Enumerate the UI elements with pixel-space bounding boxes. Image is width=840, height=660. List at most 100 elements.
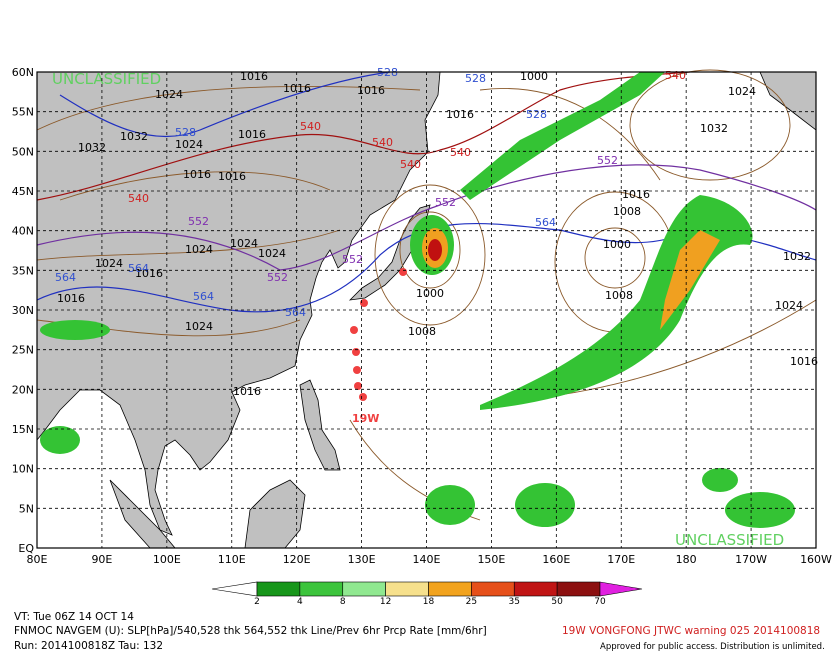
contour-label: 1008 <box>605 289 633 302</box>
thickness-label: 540 <box>128 192 149 205</box>
contour-label: 1000 <box>603 238 631 251</box>
colorbar-segment <box>256 581 301 597</box>
precip-area <box>40 426 80 454</box>
colorbar-segment <box>428 581 472 597</box>
contour <box>584 227 646 289</box>
colorbar-label: 18 <box>423 597 435 607</box>
colorbar-label: 50 <box>551 597 563 607</box>
contour-label: 1016 <box>622 188 650 201</box>
contour-label: 1024 <box>185 320 213 333</box>
thickness-line <box>36 164 817 271</box>
lon-label: 170W <box>735 553 767 566</box>
contour-label: 1016 <box>183 168 211 181</box>
lon-label: 110E <box>218 553 246 566</box>
lat-label: 20N <box>12 383 34 396</box>
lat-label: 30N <box>12 304 34 317</box>
colorbar-label: 2 <box>254 597 260 607</box>
valid-time: VT: Tue 06Z 14 OCT 14 <box>14 611 134 623</box>
contour-label: 1016 <box>233 385 261 398</box>
track-point <box>399 268 407 276</box>
contour <box>59 171 331 201</box>
thickness-label: 528 <box>526 108 547 121</box>
precip-area <box>40 320 110 340</box>
contour-label: 1008 <box>613 205 641 218</box>
contour-label: 1024 <box>728 85 756 98</box>
contour-label: 1016 <box>357 84 385 97</box>
classification-top: UNCLASSIFIED <box>52 70 161 88</box>
thickness-label: 552 <box>342 253 363 266</box>
track-point <box>352 348 360 356</box>
lon-label: 180 <box>676 553 697 566</box>
contour-label: 1016 <box>57 292 85 305</box>
contour-label: 1008 <box>408 325 436 338</box>
lon-label: 160W <box>800 553 832 566</box>
thickness-label: 552 <box>188 215 209 228</box>
thickness-label: 564 <box>55 271 76 284</box>
lat-label: 5N <box>19 502 34 515</box>
lat-label: 55N <box>12 106 34 119</box>
thickness-label: 540 <box>450 146 471 159</box>
colorbar-segment <box>385 581 429 597</box>
colorbar-label: 12 <box>380 597 391 607</box>
contour <box>374 184 486 326</box>
lon-label: 80E <box>27 553 48 566</box>
colorbar-segment <box>513 581 558 597</box>
contour-label: 1016 <box>238 128 266 141</box>
contour-label: 1000 <box>520 70 548 83</box>
colorbar-label: 35 <box>509 597 520 607</box>
release-note: Approved for public access. Distribution… <box>600 642 825 652</box>
graticule <box>37 72 816 548</box>
contour-label: 1024 <box>185 243 213 256</box>
contour-label: 1024 <box>258 247 286 260</box>
axis-labels: 60N 55N 50N 45N 40N 35N 30N 25N 20N 15N 10N 5N EQ80E… <box>12 66 832 566</box>
contour-label: 1032 <box>700 122 728 135</box>
contour-label: 1000 <box>416 287 444 300</box>
contour-labels: 1016 1024 1016 1016 1032 1024 1032 1016 … <box>57 70 818 398</box>
track-point <box>354 382 362 390</box>
lat-label: 50N <box>12 145 34 158</box>
precip-area <box>515 483 575 527</box>
thickness-label: 552 <box>267 271 288 284</box>
lon-label: 160E <box>542 553 570 566</box>
precip-area <box>660 230 720 330</box>
classification-bottom: UNCLASSIFIED <box>675 531 784 549</box>
thickness-label: 564 <box>285 306 306 319</box>
colorbar-label: 25 <box>466 597 477 607</box>
contour-label: 1032 <box>120 130 148 143</box>
colorbar-label: 4 <box>297 597 303 607</box>
lat-label: EQ <box>18 542 34 555</box>
lat-label: 35N <box>12 264 34 277</box>
contour-label: 1016 <box>240 70 268 83</box>
thickness-label: 564 <box>535 216 556 229</box>
contour <box>36 229 341 261</box>
lon-label: 90E <box>91 553 112 566</box>
colorbar-high-end <box>599 581 643 597</box>
thickness-label: 552 <box>597 154 618 167</box>
thickness-label: 564 <box>128 262 149 275</box>
colorbar-segment <box>342 581 386 597</box>
thickness-label: 540 <box>300 120 321 133</box>
thickness-label: 564 <box>193 290 214 303</box>
land-japan <box>348 204 431 301</box>
contour <box>36 85 421 131</box>
lat-label: 15N <box>12 423 34 436</box>
precip-area <box>702 468 738 492</box>
lat-label: 25N <box>12 344 34 357</box>
colorbar-segments: 2 4 8 12 18 25 35 50 70 <box>254 581 606 607</box>
contour-label: 1024 <box>95 257 123 270</box>
lat-label: 40N <box>12 225 34 238</box>
thickness-labels: 528 528 528 528 540 540 540 540 540 540 … <box>55 66 686 319</box>
precipitation <box>40 72 795 528</box>
contour-label: 1016 <box>446 108 474 121</box>
precip-area <box>725 492 795 528</box>
contour <box>629 69 791 181</box>
contour-label: 1024 <box>230 237 258 250</box>
lat-label: 45N <box>12 185 34 198</box>
colorbar-segment <box>299 581 344 597</box>
contour-label: 1032 <box>78 141 106 154</box>
storm-label: 19W <box>352 412 379 425</box>
contour <box>399 211 461 289</box>
precip-area <box>425 485 475 525</box>
colorbar: 2 4 8 12 18 25 35 50 70 <box>211 581 643 607</box>
